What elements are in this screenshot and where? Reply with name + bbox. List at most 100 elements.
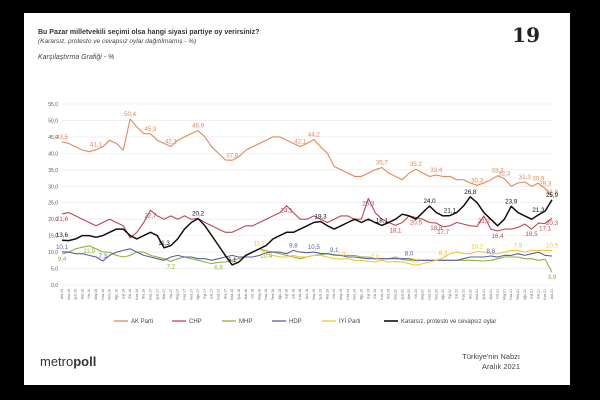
- legend-label: MHP: [239, 319, 252, 325]
- x-tick-label: Tem.18: [271, 289, 275, 300]
- x-tick-label: Ara.18: [305, 289, 309, 299]
- x-tick-label: Tem.20: [434, 289, 438, 300]
- x-tick-label: Şub.18: [237, 289, 241, 300]
- x-tick-label: Oca.20: [393, 289, 397, 300]
- x-tick-label: Haz.19: [346, 289, 350, 300]
- x-tick-label: Eyl.20: [448, 289, 452, 299]
- data-label: 9,4: [58, 256, 67, 263]
- x-tick-label: May.16: [94, 289, 98, 300]
- y-tick-label: 45,0: [48, 135, 58, 141]
- x-tick-label: Şub.19: [319, 289, 323, 300]
- data-label: 35,2: [410, 161, 423, 168]
- x-tick-label: Tem.19: [353, 289, 357, 300]
- x-tick-label: Kas.16: [135, 289, 139, 300]
- data-label: 18,1: [389, 227, 402, 234]
- x-tick-label: Tem.16: [108, 289, 112, 300]
- footer-line1: Türkiye'nin Nabzı: [462, 352, 520, 361]
- data-label: 31,3: [519, 174, 532, 181]
- legend-label: Kararsız, protesto ve cevapsız oylar: [401, 319, 496, 325]
- data-label: 20,5: [410, 220, 423, 227]
- data-label: 8,8: [486, 248, 495, 255]
- data-label: 42,1: [165, 138, 178, 145]
- x-tick-label: Şub.16: [74, 289, 78, 300]
- data-label: 26,3: [362, 200, 375, 207]
- x-tick-label: May.20: [421, 289, 425, 300]
- data-label: 13,6: [56, 232, 69, 239]
- data-label: 18,1: [376, 217, 389, 224]
- data-label: 11,3: [158, 240, 170, 247]
- chart-subtitle: Karşılaştırma Grafiği - %: [38, 54, 115, 61]
- x-tick-label: Mar.16: [80, 289, 84, 299]
- x-tick-label: Mar.19: [325, 289, 329, 299]
- x-tick-label: Oca.21: [475, 289, 479, 300]
- x-tick-label: Ağu.18: [278, 289, 282, 300]
- data-label: 41,1: [90, 142, 103, 149]
- x-tick-label: Kas.21: [543, 289, 547, 300]
- y-tick-label: 30,0: [48, 184, 58, 190]
- data-label: 17,1: [539, 225, 552, 232]
- y-tick-label: 25,0: [48, 201, 58, 207]
- footer-info: Türkiye'nin Nabzı Aralık 2021: [462, 352, 520, 372]
- x-tick-label: Nis.17: [169, 289, 173, 299]
- x-tick-label: Ara.19: [387, 289, 391, 299]
- x-tick-label: Eki.19: [373, 289, 377, 299]
- data-label: 23,9: [505, 198, 518, 205]
- x-tick-label: Oca.16: [67, 289, 71, 300]
- series-line: [61, 118, 553, 198]
- y-tick-label: 55,0: [48, 102, 58, 108]
- data-label: 24,0: [423, 198, 436, 205]
- x-tick-label: Haz.20: [428, 289, 432, 300]
- x-tick-label: May.17: [176, 289, 180, 300]
- x-tick-label: Ara.20: [468, 289, 472, 299]
- series-line: [259, 248, 552, 266]
- x-tick-label: Ağu.20: [441, 289, 445, 300]
- data-label: 43,5: [56, 134, 69, 141]
- data-label: 29,3: [539, 181, 552, 188]
- x-tick-label: May.19: [339, 289, 343, 300]
- data-label: 20,3: [546, 220, 559, 227]
- data-label: 6,0: [412, 257, 421, 264]
- data-label: 21,3: [532, 207, 545, 214]
- y-tick-label: 0,0: [51, 283, 58, 289]
- data-label: 16,4: [492, 233, 505, 240]
- data-label: 50,4: [124, 111, 137, 118]
- x-tick-label: Eki.20: [455, 289, 459, 299]
- x-tick-label: Oca.17: [148, 289, 152, 300]
- data-label: 20,2: [192, 211, 205, 218]
- data-label: 37,9: [226, 152, 239, 159]
- x-tick-label: Ağu.16: [114, 289, 118, 300]
- x-tick-label: Haz.17: [183, 289, 187, 300]
- series-line: [61, 248, 553, 262]
- data-label: 26,8: [546, 189, 559, 196]
- x-tick-label: Eyl.17: [203, 289, 207, 299]
- x-tick-label: Şub.20: [400, 289, 404, 300]
- data-label: 8,2: [439, 250, 448, 257]
- x-tick-label: Eki.17: [210, 289, 214, 299]
- brand-logo: metropoll: [40, 354, 96, 369]
- data-label: 11,9: [83, 248, 95, 255]
- report-slide: Bu Pazar milletvekili seçimi olsa hangi …: [24, 13, 570, 385]
- y-tick-label: 35,0: [48, 168, 58, 174]
- x-tick-label: Kas.19: [380, 289, 384, 300]
- data-label: 10,2: [471, 243, 484, 250]
- data-label: 21,2: [478, 218, 491, 225]
- x-tick-label: Tem.21: [516, 289, 520, 300]
- y-tick-label: 20,0: [48, 217, 58, 223]
- y-tick-label: 40,0: [48, 151, 58, 157]
- brand-right: poll: [73, 354, 97, 369]
- legend-label: İYİ Parti: [339, 318, 360, 325]
- x-tick-label: Mar.21: [489, 289, 493, 299]
- x-tick-label: Nis.19: [332, 289, 336, 299]
- series-line: [61, 196, 553, 266]
- x-tick-label: Oca.19: [312, 289, 316, 300]
- data-label: 7,9: [337, 251, 346, 258]
- question-title: Bu Pazar milletvekili seçimi olsa hangi …: [38, 29, 260, 36]
- data-label: 7,0: [371, 254, 380, 261]
- data-label: 10,1: [56, 244, 69, 251]
- data-label: 6,1: [228, 257, 237, 264]
- legend-label: HDP: [289, 319, 302, 325]
- x-tick-label: Eki.21: [536, 289, 540, 299]
- legend-label: CHP: [189, 319, 202, 325]
- x-tick-label: Haz.21: [509, 289, 513, 300]
- x-tick-label: Nis.21: [496, 289, 500, 299]
